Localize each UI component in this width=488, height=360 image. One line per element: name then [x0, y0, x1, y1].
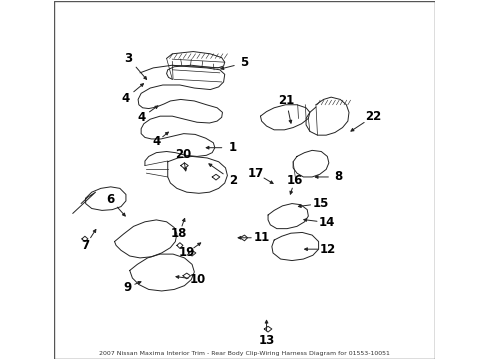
Text: 14: 14 — [319, 216, 335, 229]
Text: 12: 12 — [319, 243, 336, 256]
Text: 7: 7 — [81, 239, 89, 252]
Text: 1: 1 — [228, 141, 237, 154]
Text: 4: 4 — [152, 135, 160, 148]
Text: 17: 17 — [247, 167, 264, 180]
Text: 16: 16 — [286, 174, 302, 187]
Text: 20: 20 — [174, 148, 191, 161]
Text: 22: 22 — [365, 110, 381, 123]
Text: 19: 19 — [178, 247, 195, 260]
Text: 11: 11 — [253, 231, 269, 244]
Text: 2007 Nissan Maxima Interior Trim - Rear Body Clip-Wiring Harness Diagram for 015: 2007 Nissan Maxima Interior Trim - Rear … — [99, 351, 389, 356]
Text: 2: 2 — [228, 174, 237, 187]
Text: 21: 21 — [278, 94, 294, 107]
Text: 4: 4 — [138, 111, 146, 124]
Text: 5: 5 — [240, 57, 248, 69]
Text: 4: 4 — [122, 92, 130, 105]
Text: 6: 6 — [106, 193, 115, 206]
Text: 10: 10 — [190, 273, 206, 286]
Text: 15: 15 — [312, 197, 328, 210]
Text: 13: 13 — [258, 334, 274, 347]
Text: 8: 8 — [334, 170, 342, 184]
Text: 9: 9 — [123, 281, 131, 294]
Text: 18: 18 — [171, 228, 187, 240]
Text: 3: 3 — [124, 52, 132, 65]
